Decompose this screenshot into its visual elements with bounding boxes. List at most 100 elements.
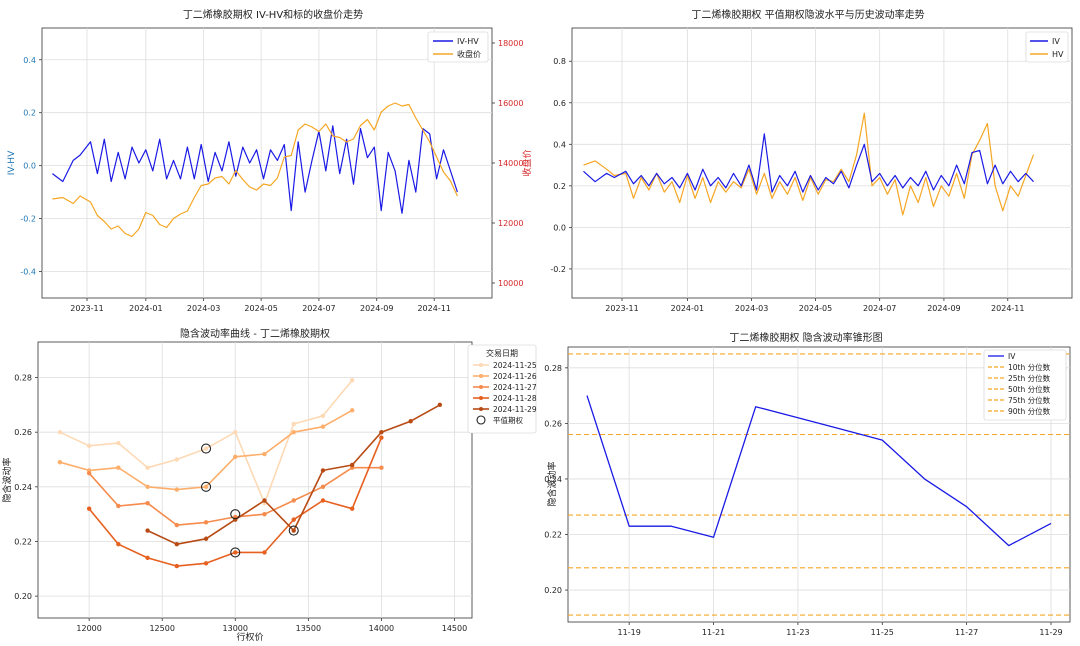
smile-point [262, 550, 267, 555]
x-tick-label: 11-27 [955, 628, 978, 637]
smile-point [145, 465, 150, 470]
legend-label: 50th 分位数 [1008, 384, 1051, 394]
iv-smile-chart: 隐含波动率曲线 - 丁二烯橡胶期权 12000 12500 13000 13500 14… [1, 327, 537, 643]
chart-title: 丁二烯橡胶期权 IV-HV和标的收盘价走势 [183, 8, 363, 21]
y-axis-ticks: 0.28 0.26 0.24 0.22 0.20 [14, 374, 38, 601]
x-tick-label: 2024-03 [735, 304, 768, 313]
chart-title: 丁二烯橡胶期权 平值期权隐波水平与历史波动率走势 [691, 8, 924, 21]
smile-point [116, 465, 121, 470]
atm-markers [200, 443, 299, 558]
smile-point [291, 528, 296, 533]
x-tick-label: 14000 [369, 624, 394, 633]
legend-swatch-dot [479, 385, 483, 389]
cone-iv-line [586, 395, 1052, 547]
right-y-tick-label: 18000 [498, 39, 523, 48]
atm-marker [200, 481, 212, 492]
y-axis-ticks: 0.8 0.6 0.4 0.2 0.0 -0.2 [550, 57, 572, 274]
legend: IV HV [1025, 31, 1069, 63]
plot-area [571, 27, 1073, 299]
series-line-hv [583, 112, 1035, 216]
x-tick-label: 2024-07 [302, 304, 335, 313]
y-tick-label: 0.2 [553, 182, 566, 191]
series-lines [586, 395, 1052, 547]
smile-point [408, 419, 413, 424]
y-tick-label: 0.8 [553, 57, 566, 66]
right-y-tick-label: 10000 [498, 279, 523, 288]
legend-swatch-dot [479, 396, 483, 400]
x-tick-label: 11-21 [702, 628, 725, 637]
smile-point [86, 506, 92, 511]
right-y-axis-ticks: 18000 16000 14000 12000 10000 [492, 39, 523, 288]
x-tick-label: 2024-11 [417, 304, 450, 313]
y-axis-label: 隐含波动率 [1, 457, 13, 502]
right-y-tick-label: 14000 [498, 159, 523, 168]
legend: 交易日期 2024-11-25 2024-11-26 2024-11-27 2024-… [467, 344, 537, 434]
smile-point [203, 561, 209, 566]
legend-label-date: 2024-11-26 [493, 372, 537, 381]
smile-point [203, 446, 209, 451]
y-tick-label: 0.6 [553, 99, 566, 108]
y-tick-label: 0.0 [553, 223, 566, 232]
legend-swatch-dot [479, 407, 483, 411]
smile-point [291, 429, 296, 435]
right-y-tick-label: 16000 [498, 99, 523, 108]
smile-point [320, 424, 326, 429]
smile-point [233, 550, 238, 555]
left-y-axis-ticks: 0.4 0.2 0.0 -0.2 -0.4 [20, 56, 42, 277]
y-tick-label: -0.4 [20, 268, 36, 277]
legend-swatch-dot [479, 363, 483, 367]
y-tick-label: 0.22 [14, 537, 32, 546]
iv-hv-trend-chart: 丁二烯橡胶期权 平值期权隐波水平与历史波动率走势 2023-11 2024-01 2… [550, 8, 1073, 313]
x-tick-label: 2024-01 [129, 304, 162, 313]
legend-label-iv: IV [1052, 37, 1060, 46]
smile-point [174, 487, 180, 492]
x-tick-label: 11-23 [786, 628, 809, 637]
smile-point [233, 454, 238, 459]
legend-label: 10th 分位数 [1008, 362, 1051, 372]
series-lines [57, 378, 443, 569]
legend-label: IV [1008, 352, 1016, 361]
y-tick-label: 0.2 [23, 109, 36, 118]
legend-swatch-dot [479, 374, 483, 378]
smile-point [437, 402, 443, 408]
gridlines [572, 28, 1072, 298]
y-tick-label: 0.24 [544, 475, 562, 484]
x-axis-ticks: 2023-11 2024-01 2024-03 2024-05 2024-07 2024-… [605, 298, 1024, 313]
atm-marker [230, 547, 241, 558]
legend-label-date: 2024-11-25 [493, 361, 537, 370]
x-tick-label: 12500 [149, 624, 174, 633]
smile-point [379, 429, 384, 435]
smile-point [174, 542, 180, 547]
y-tick-label: 0.22 [544, 531, 562, 540]
chart-title: 隐含波动率曲线 - 丁二烯橡胶期权 [180, 327, 330, 340]
smile-point [349, 378, 355, 383]
smile-point [379, 465, 384, 470]
atm-marker [230, 509, 241, 520]
x-tick-label: 13500 [296, 624, 321, 633]
smile-point [320, 468, 326, 473]
y-tick-label: 0.20 [14, 592, 32, 601]
smile-point [203, 520, 209, 525]
y-tick-label: 0.24 [14, 483, 32, 492]
y-tick-label: 0.4 [553, 140, 566, 149]
legend-title: 交易日期 [486, 348, 518, 358]
smile-point [174, 563, 180, 569]
legend-label-hv: HV [1052, 50, 1064, 59]
y-tick-label: -0.2 [550, 265, 566, 274]
legend-label: 25th 分位数 [1008, 373, 1051, 383]
gridlines [38, 342, 472, 618]
smile-point [291, 421, 296, 427]
x-tick-label: 2024-07 [863, 304, 896, 313]
legend-label: 90th 分位数 [1008, 406, 1051, 416]
x-tick-label: 2024-05 [244, 304, 277, 313]
legend-atm-marker [476, 415, 486, 425]
x-axis-label: 行权价 [236, 631, 263, 643]
x-tick-label: 12000 [76, 624, 101, 633]
smile-point [116, 503, 121, 509]
smile-point [86, 443, 92, 449]
legend-label-date: 2024-11-27 [493, 383, 537, 392]
smile-point [145, 528, 150, 533]
smile-point [291, 517, 296, 522]
